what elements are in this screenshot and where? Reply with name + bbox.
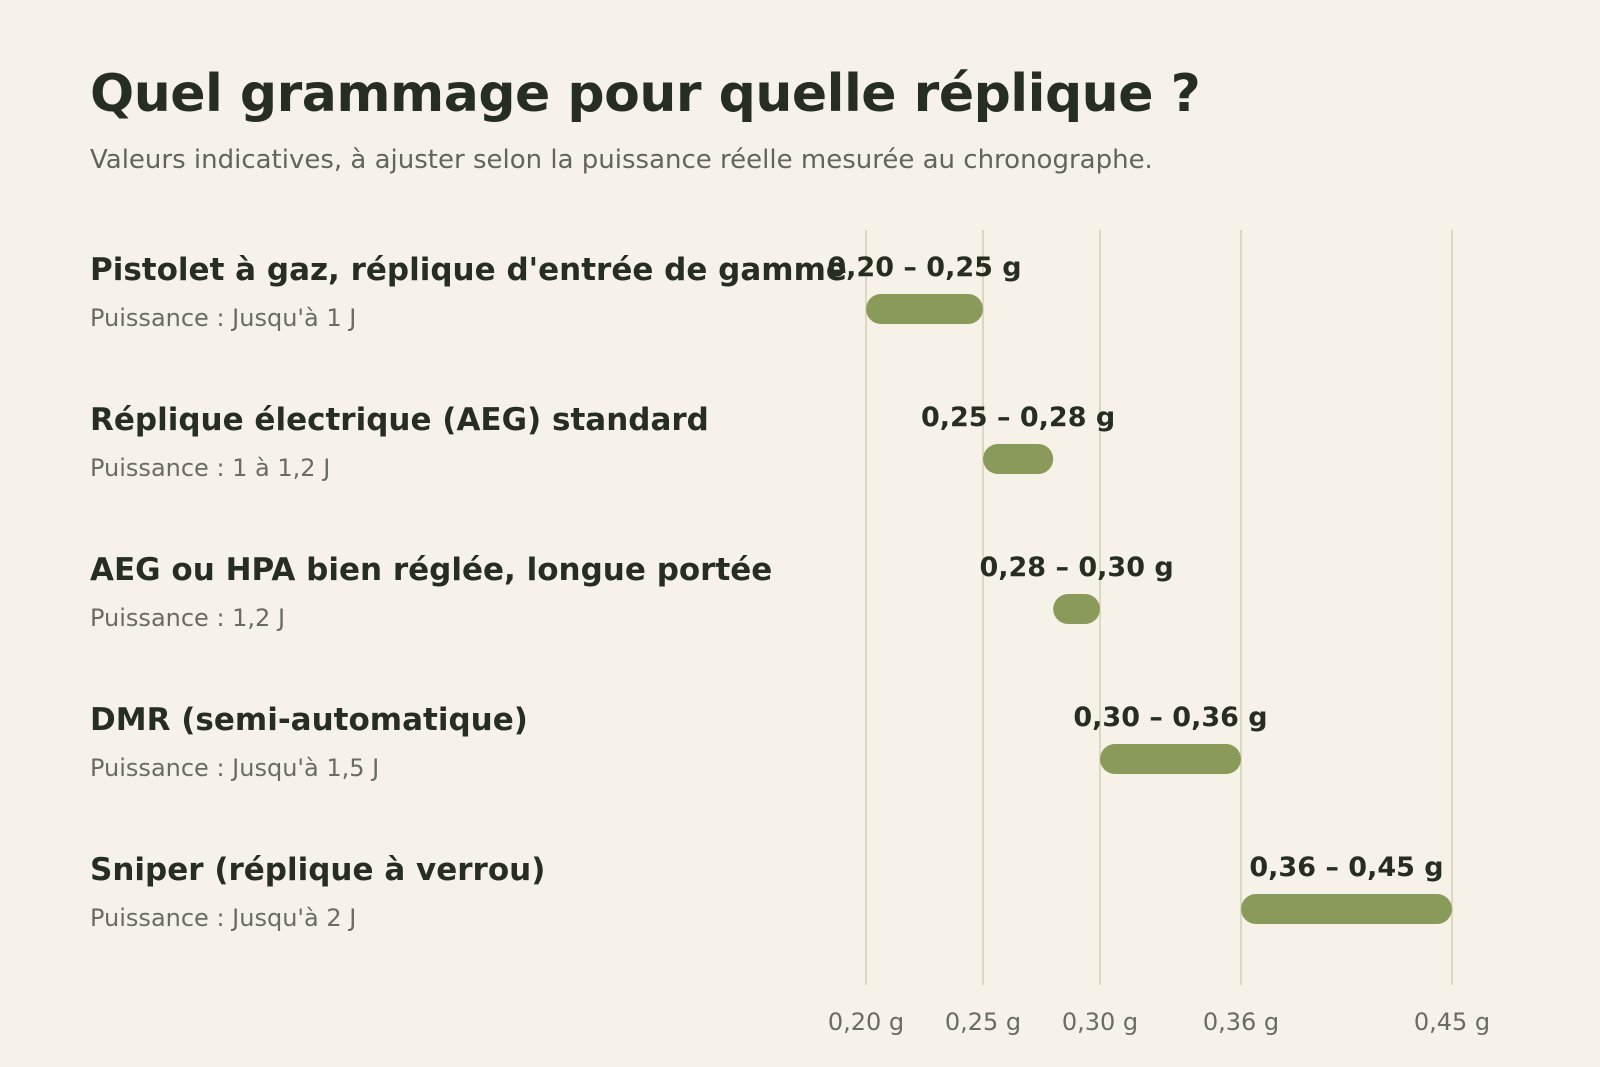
x-tick-label: 0,20 g — [828, 1008, 904, 1036]
range-bar — [866, 294, 983, 324]
chart-subtitle: Valeurs indicatives, à ajuster selon la … — [90, 145, 1153, 175]
x-tick-label: 0,36 g — [1203, 1008, 1279, 1036]
row-power-label: Puissance : Jusqu'à 2 J — [90, 904, 356, 932]
chart-title: Quel grammage pour quelle réplique ? — [90, 64, 1201, 124]
row-power-label: Puissance : Jusqu'à 1,5 J — [90, 754, 379, 782]
x-tick-label: 0,30 g — [1062, 1008, 1138, 1036]
range-bars: 0,20 – 0,25 g 0,25 – 0,28 g 0,28 – 0,30 g 0… — [827, 252, 1452, 924]
row-category-label: AEG ou HPA bien réglée, longue portée — [90, 552, 772, 588]
category-rows: Pistolet à gaz, réplique d'entrée de gam… — [90, 252, 847, 932]
grid-lines — [865, 230, 1453, 985]
range-bar — [983, 444, 1054, 474]
row-power-label: Puissance : 1 à 1,2 J — [90, 454, 330, 482]
range-bar-label: 0,30 – 0,36 g — [1073, 702, 1267, 733]
range-bar — [1241, 894, 1452, 924]
range-bar-label: 0,20 – 0,25 g — [827, 252, 1021, 283]
x-axis-ticks: 0,20 g 0,25 g 0,30 g 0,36 g 0,45 g — [828, 1008, 1490, 1036]
row-power-label: Puissance : 1,2 J — [90, 604, 285, 632]
x-tick-label: 0,45 g — [1414, 1008, 1490, 1036]
range-bar — [1053, 594, 1100, 624]
range-bar — [1100, 744, 1241, 774]
row-category-label: Pistolet à gaz, réplique d'entrée de gam… — [90, 252, 847, 288]
row-category-label: Réplique électrique (AEG) standard — [90, 402, 709, 438]
row-category-label: DMR (semi-automatique) — [90, 702, 528, 738]
range-bar-label: 0,25 – 0,28 g — [921, 402, 1115, 433]
row-power-label: Puissance : Jusqu'à 1 J — [90, 304, 356, 332]
range-bar-label: 0,36 – 0,45 g — [1249, 852, 1443, 883]
row-category-label: Sniper (réplique à verrou) — [90, 852, 545, 888]
x-tick-label: 0,25 g — [945, 1008, 1021, 1036]
range-bar-label: 0,28 – 0,30 g — [979, 552, 1173, 583]
